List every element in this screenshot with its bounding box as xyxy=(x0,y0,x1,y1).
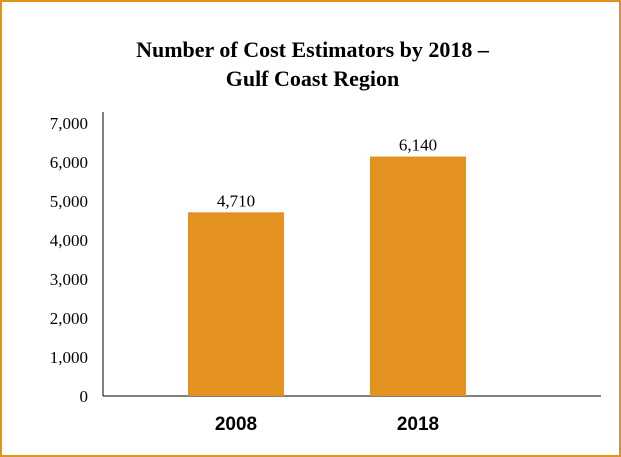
chart-title-line-2: Gulf Coast Region xyxy=(225,66,400,91)
y-tick-label: 3,000 xyxy=(50,270,88,289)
chart-title: Number of Cost Estimators by 2018 – Gulf… xyxy=(2,35,619,93)
y-tick-label: 7,000 xyxy=(50,114,88,133)
data-label-2008: 4,710 xyxy=(217,191,255,210)
y-tick-label: 1,000 xyxy=(50,348,88,367)
bar-2018 xyxy=(370,156,466,396)
y-tick-label: 4,000 xyxy=(50,231,88,250)
bar-2008 xyxy=(188,212,284,396)
y-tick-label: 6,000 xyxy=(50,153,88,172)
data-label-2018: 6,140 xyxy=(399,136,437,155)
y-tick-label: 0 xyxy=(80,387,89,406)
chart-title-line-1: Number of Cost Estimators by 2018 – xyxy=(136,37,489,62)
category-label-2018: 2018 xyxy=(397,414,439,435)
y-tick-label: 2,000 xyxy=(50,309,88,328)
y-tick-label: 5,000 xyxy=(50,192,88,211)
category-label-2008: 2008 xyxy=(215,414,257,435)
